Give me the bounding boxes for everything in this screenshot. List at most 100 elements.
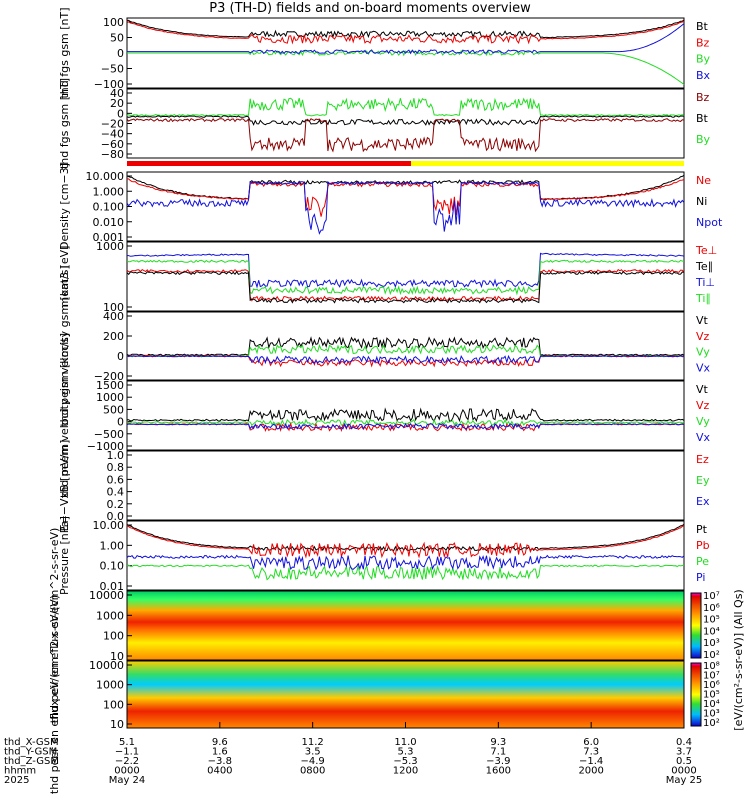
y-tick-label: 0.0	[107, 510, 125, 523]
colorbar-tick-label: 10²	[703, 650, 720, 661]
legend-label-Te∥: Te∥	[695, 260, 713, 273]
legend-label-Ni: Ni	[696, 195, 707, 208]
x-tick-label: 0.4	[676, 737, 692, 748]
trace-tipar	[126, 259, 684, 296]
chart-title: P3 (TH-D) fields and on-board moments ov…	[209, 1, 531, 16]
y-tick-label: 0.100	[93, 201, 125, 214]
y-tick-label: 0.010	[93, 216, 125, 229]
y-tick-label: 0	[117, 107, 124, 120]
x-tick-label: 9.3	[490, 737, 506, 748]
x-tick-label: −4.9	[301, 756, 325, 767]
y-tick-label: −20	[101, 118, 124, 131]
y-tick-label: 1000	[96, 391, 124, 404]
y-tick-label: 10000	[89, 659, 124, 672]
legend-label-By: By	[696, 133, 711, 146]
y-tick-label: 1000	[96, 609, 124, 622]
y-tick-label: 10000	[89, 589, 124, 602]
colorbar-tick-label: 10⁵	[703, 690, 720, 701]
y-tick-label: 100	[103, 698, 124, 711]
x-tick-label: −5.3	[393, 756, 417, 767]
x-tick-label: −3.9	[486, 756, 510, 767]
trace-pt	[126, 523, 685, 552]
legend-label-Te⊥: Te⊥	[695, 244, 717, 257]
legend-label-Vx: Vx	[696, 361, 711, 374]
x-tick-label: 7.1	[490, 747, 506, 758]
trace-ne	[126, 178, 685, 217]
y-tick-label: 0.2	[107, 498, 125, 511]
x-row-label: hhmm	[4, 766, 36, 777]
legend-label-Ey: Ey	[696, 474, 710, 487]
legend-label-Pi: Pi	[696, 571, 705, 584]
y-tick-label: 0.8	[107, 461, 125, 474]
x-row-label: thd_Z-GSM	[4, 756, 59, 767]
x-tick-label: 3.7	[676, 747, 692, 758]
y-tick-label: −100	[94, 78, 124, 91]
y-tick-label: 1.00	[100, 539, 125, 552]
y-axis-label: thd fgs gsm [nT]	[58, 78, 71, 169]
legend-label-Ex: Ex	[696, 495, 710, 508]
y-tick-label: 10	[110, 650, 124, 663]
legend-label-Bt: Bt	[696, 112, 709, 125]
trace-bt	[127, 19, 685, 39]
colorbar-tick-label: 10⁸	[703, 661, 720, 672]
y-tick-label: 1.0	[107, 449, 125, 462]
y-tick-label: 1000	[96, 240, 124, 253]
legend-label-Bx: Bx	[696, 69, 711, 82]
x-tick-label: 1600	[486, 766, 511, 777]
y-tick-label: −80	[101, 148, 124, 161]
legend-label-Bz: Bz	[696, 36, 710, 49]
y-axis-label: thd peir en eflux eV/(cm^2-s-sr-eV)	[48, 528, 61, 724]
y-tick-label: 0.10	[100, 560, 125, 573]
x-tick-label: −1.1	[115, 747, 139, 758]
y-tick-label: −200	[94, 370, 124, 383]
trace-tepar	[126, 270, 685, 304]
trace-pb	[126, 525, 685, 559]
y-tick-label: 100	[103, 630, 124, 643]
x-tick-label: 3.5	[305, 747, 321, 758]
legend-label-Ti∥: Ti∥	[695, 292, 711, 305]
y-tick-label: 100	[103, 301, 124, 314]
legend-label-Vt: Vt	[696, 314, 709, 327]
x-tick-label: May 24	[109, 775, 146, 786]
colorbar-tick-label: 10⁶	[703, 680, 720, 691]
y-axis-label: thd fgs gsm [nT]	[58, 7, 71, 98]
legend-label-Pt: Pt	[696, 523, 708, 536]
legend-label-Bz: Bz	[696, 91, 710, 104]
trace-bt2	[126, 115, 684, 126]
panel-frame	[126, 311, 685, 381]
panel-frame	[126, 660, 685, 729]
y-tick-label: 0	[117, 350, 124, 363]
legend-label-Ti⊥: Ti⊥	[695, 276, 715, 289]
trace-pi	[126, 554, 685, 571]
x-tick-label: 0000	[671, 766, 696, 777]
x-tick-label: 9.6	[212, 737, 228, 748]
y-axis-label: E=−VxB [mV/m]	[58, 440, 71, 532]
y-tick-label: −1000	[87, 440, 124, 453]
x-tick-label: −1.4	[579, 756, 603, 767]
y-tick-label: 1500	[96, 379, 124, 392]
panel-frame	[126, 520, 685, 591]
trace-bx	[127, 23, 685, 55]
legend-label-Pe: Pe	[696, 555, 709, 568]
trace-ni	[126, 174, 685, 201]
trace-vt	[126, 336, 685, 357]
y-tick-label: −60	[101, 138, 124, 151]
trace-vx	[126, 354, 685, 365]
legend-label-Vt: Vt	[696, 383, 709, 396]
y-tick-label: −50	[101, 63, 124, 76]
trace-by2	[126, 97, 685, 117]
x-row-label: 2025	[4, 775, 29, 786]
x-row-label: thd_Y-GSM	[4, 747, 57, 758]
x-tick-label: 0400	[207, 766, 232, 777]
colorbar-tick-label: 10⁷	[703, 591, 720, 602]
trace-by	[127, 50, 685, 85]
y-tick-label: 400	[103, 310, 124, 323]
legend-label-Vy: Vy	[696, 415, 710, 428]
y-axis-label: thd peer en eflux eV/(cm^2-s-sr-eV)	[48, 595, 61, 794]
panel-frame	[126, 241, 685, 312]
y-tick-label: −40	[101, 128, 124, 141]
legend-label-Vy: Vy	[696, 346, 710, 359]
y-tick-label: 0.01	[100, 580, 125, 593]
x-tick-label: 11.0	[394, 737, 416, 748]
trace-vx-e	[126, 422, 685, 430]
